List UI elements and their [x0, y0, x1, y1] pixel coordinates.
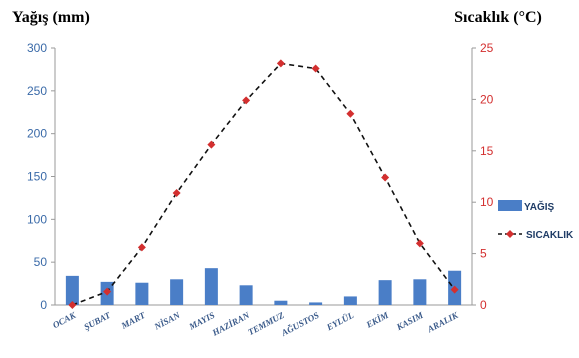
point-sicaklik: [242, 96, 251, 105]
legend-label-sicaklik: SICAKLIK: [526, 230, 574, 241]
category-label: EKİM: [364, 309, 391, 330]
legend: YAĞIŞ SICAKLIK: [498, 200, 574, 241]
category-label: ŞUBAT: [82, 310, 112, 332]
right-tick-label: 20: [480, 92, 494, 106]
right-tick-label: 10: [480, 195, 494, 209]
point-sicaklik: [450, 285, 459, 294]
bar-yagis: [378, 280, 392, 305]
bar-yagis: [204, 268, 218, 305]
left-tick-label: 250: [27, 84, 47, 98]
bar-yagis: [239, 285, 253, 305]
point-sicaklik: [172, 188, 181, 197]
category-label: EYLÜL: [324, 310, 356, 333]
point-sicaklik: [137, 243, 146, 252]
right-tick-label: 25: [480, 41, 494, 55]
category-label: TEMMUZ: [246, 310, 286, 338]
left-tick-label: 100: [27, 212, 47, 226]
point-sicaklik: [415, 239, 424, 248]
point-sicaklik: [276, 59, 285, 68]
bar-yagis: [170, 279, 184, 305]
left-tick-label: 300: [27, 41, 47, 55]
point-sicaklik: [207, 140, 216, 149]
category-label: OCAK: [51, 309, 78, 330]
bar-yagis: [65, 275, 79, 305]
point-sicaklik: [103, 287, 112, 296]
plot-area: 0 50 100 150 200 250 300 0 5 10 15 20 25 OCAK ŞUBAT MAR…: [27, 41, 494, 338]
legend-swatch-yagis: [498, 200, 522, 211]
point-sicaklik: [346, 109, 355, 118]
category-label: HAZİRAN: [210, 310, 252, 339]
category-label: NİSAN: [152, 310, 182, 332]
legend-marker-sicaklik: [506, 230, 514, 238]
bar-yagis: [413, 279, 427, 305]
bar-yagis: [309, 302, 323, 305]
left-tick-label: 50: [34, 255, 48, 269]
left-tick-label: 150: [27, 170, 47, 184]
point-sicaklik: [381, 173, 390, 182]
bar-yagis: [343, 296, 357, 305]
right-tick-label: 15: [480, 144, 494, 158]
point-sicaklik: [68, 301, 77, 309]
bar-yagis: [274, 300, 288, 305]
right-tick-label: 0: [480, 298, 487, 312]
category-label: MART: [119, 310, 148, 332]
right-tick-label: 5: [480, 247, 487, 261]
bar-yagis: [135, 282, 149, 305]
category-label: AĞUSTOS: [279, 310, 321, 338]
right-axis-title: Sıcaklık (°C): [454, 9, 542, 26]
point-sicaklik: [311, 64, 320, 73]
line-sicaklik: [72, 62, 456, 306]
left-tick-label: 0: [40, 298, 47, 312]
left-axis-title: Yağış (mm): [12, 9, 90, 26]
category-label: KASIM: [394, 309, 426, 332]
legend-label-yagis: YAĞIŞ: [524, 200, 555, 213]
left-tick-label: 200: [27, 127, 47, 141]
category-label: ARALIK: [425, 309, 461, 334]
